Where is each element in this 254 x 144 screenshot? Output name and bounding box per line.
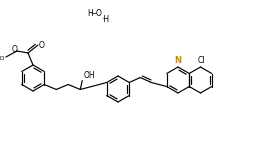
Text: Cl: Cl [198, 56, 205, 65]
Text: H: H [87, 8, 93, 18]
Text: O: O [39, 40, 45, 50]
Text: O: O [96, 8, 102, 18]
Text: N: N [174, 56, 182, 65]
Text: methO: methO [0, 55, 5, 60]
Text: O: O [11, 46, 17, 54]
Text: ─: ─ [91, 8, 96, 18]
Text: OH: OH [83, 71, 95, 79]
Text: ·H: ·H [101, 15, 109, 23]
